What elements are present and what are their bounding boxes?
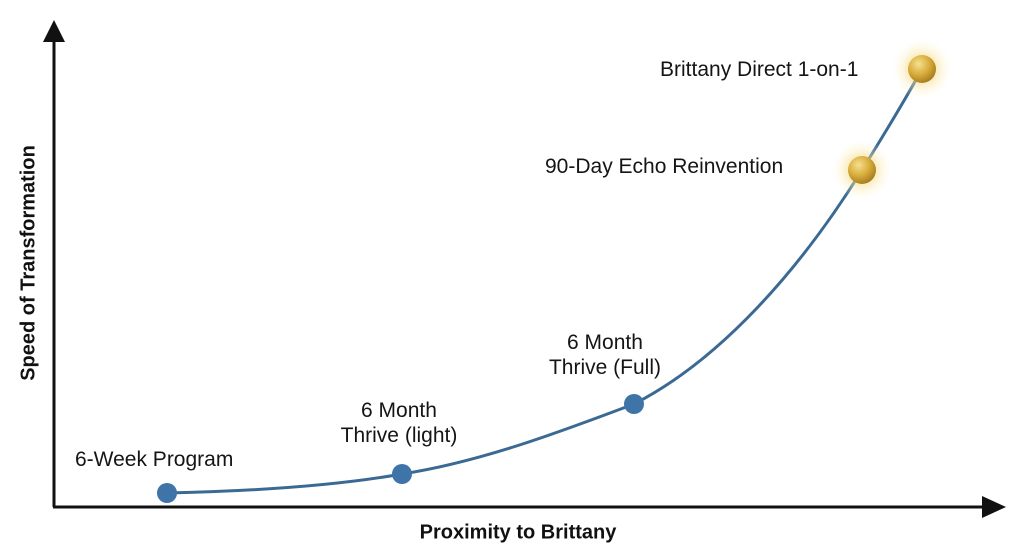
label-line-2: Thrive (light) [340, 424, 458, 447]
y-axis-title: Speed of Transformation [17, 145, 40, 381]
label-line-1: 6 Month [361, 399, 437, 422]
point-90-day-echo-reinvention[interactable] [848, 156, 876, 184]
label-line-2: Thrive (Full) [548, 356, 661, 379]
point-6-week-program[interactable] [157, 483, 177, 503]
point-6-month-thrive-light[interactable] [392, 464, 412, 484]
point-6-month-thrive-full[interactable] [624, 394, 644, 414]
label-6-week-program: 6-Week Program [75, 448, 234, 471]
x-axis-arrow-icon [982, 496, 1006, 518]
point-brittany-direct-1-on-1[interactable] [908, 55, 936, 83]
x-axis-title: Proximity to Brittany [419, 521, 617, 544]
transformation-curve [166, 68, 924, 495]
label-brittany-direct-1-on-1: Brittany Direct 1-on-1 [660, 58, 859, 81]
label-6-month-thrive-full: 6 Month Thrive (Full) [530, 330, 680, 380]
label-90-day-echo-reinvention: 90-Day Echo Reinvention [545, 155, 784, 178]
y-axis-arrow-icon [43, 20, 65, 42]
label-line-1: 6 Month [567, 331, 643, 354]
label-6-month-thrive-light: 6 Month Thrive (light) [325, 398, 473, 448]
